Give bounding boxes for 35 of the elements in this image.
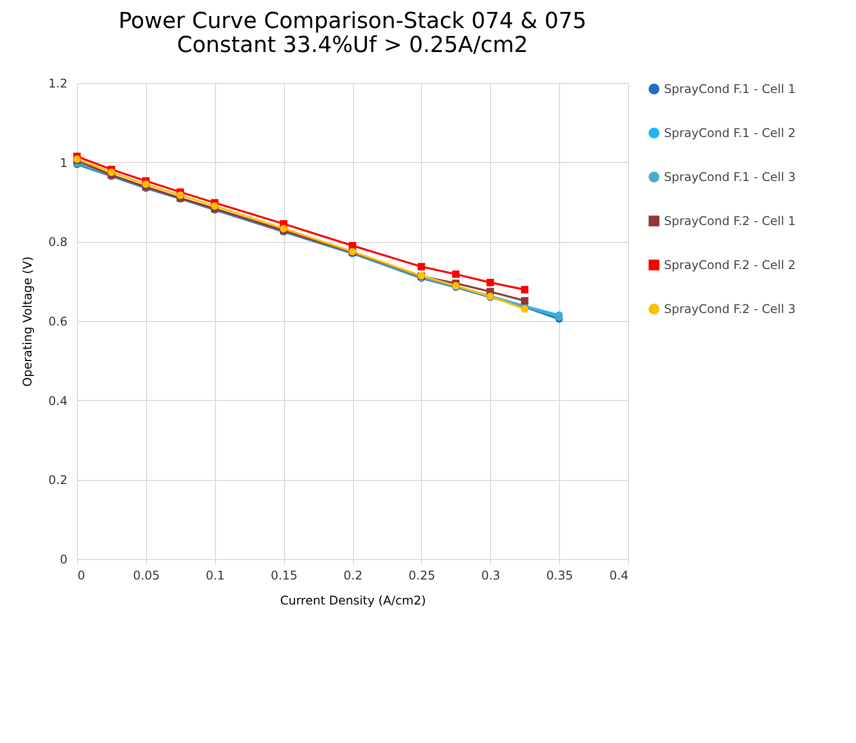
legend-label: SprayCond F.2 - Cell 2 [664, 258, 796, 272]
x-tick-label: 0.4 [609, 568, 628, 582]
point [520, 286, 528, 294]
y-tick-label: 0.4 [48, 394, 68, 408]
point [142, 180, 150, 188]
point [211, 202, 218, 210]
y-axis-title: Operating Voltage (V) [20, 256, 34, 387]
x-tick-label: 0.2 [343, 568, 363, 582]
point [418, 262, 426, 270]
y-tick-label: 1.2 [48, 76, 68, 90]
legend-label: SprayCond F.1 - Cell 3 [664, 170, 796, 184]
x-tick-label: 0.1 [206, 568, 225, 582]
x-tick-label: 0.25 [408, 568, 436, 582]
point [486, 278, 494, 286]
x-tick-label: 0.35 [546, 568, 573, 582]
y-tick-label: 0.8 [48, 235, 68, 250]
y-tick-label: 0.6 [48, 314, 68, 328]
legend-label: SprayCond F.1 - Cell 1 [664, 82, 796, 96]
legend-label: SprayCond F.2 - Cell 3 [664, 302, 796, 316]
x-tick-label: 0.3 [481, 568, 500, 582]
x-axis-title: Current Density (A/cm2) [280, 594, 426, 608]
x-tick-label: 0.05 [133, 568, 160, 582]
legend-label: SprayCond F.2 - Cell 1 [664, 214, 796, 228]
y-tick-label: 0 [60, 552, 68, 566]
point [520, 297, 528, 304]
x-tick-label: 0.15 [270, 568, 298, 582]
y-tick-label: 1 [60, 156, 68, 170]
x-tick-label: 0 [78, 568, 86, 582]
legend-label: SprayCond F.1 - Cell 2 [664, 126, 796, 140]
point [452, 270, 460, 278]
y-tick-label: 0.2 [48, 473, 68, 488]
text: Power Curve Comparison-Stack 074 & 075 [118, 9, 587, 34]
point [176, 192, 184, 199]
point [108, 168, 116, 176]
text: Constant 33.4%Uf > 0.25A/cm2 [176, 33, 528, 58]
